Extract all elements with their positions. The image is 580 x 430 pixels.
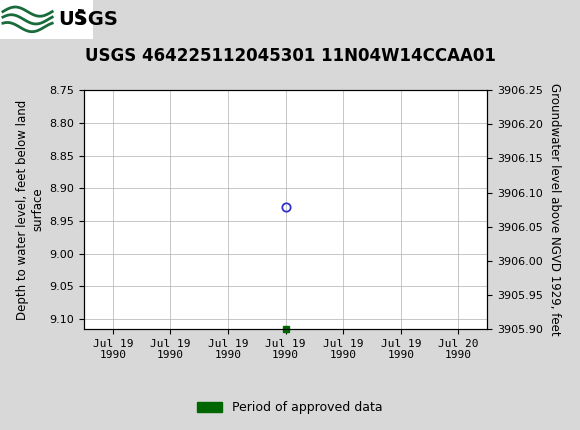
Bar (0, 0, 78, 39)
Y-axis label: Groundwater level above NGVD 1929, feet: Groundwater level above NGVD 1929, feet (548, 83, 561, 336)
Text: USGS: USGS (58, 10, 118, 29)
Text: ≡USGS: ≡USGS (6, 9, 88, 29)
Y-axis label: Depth to water level, feet below land
surface: Depth to water level, feet below land su… (16, 99, 44, 320)
Legend: Period of approved data: Period of approved data (192, 396, 388, 419)
Text: USGS 464225112045301 11N04W14CCAA01: USGS 464225112045301 11N04W14CCAA01 (85, 47, 495, 65)
Bar (0, 0, 93, 39)
